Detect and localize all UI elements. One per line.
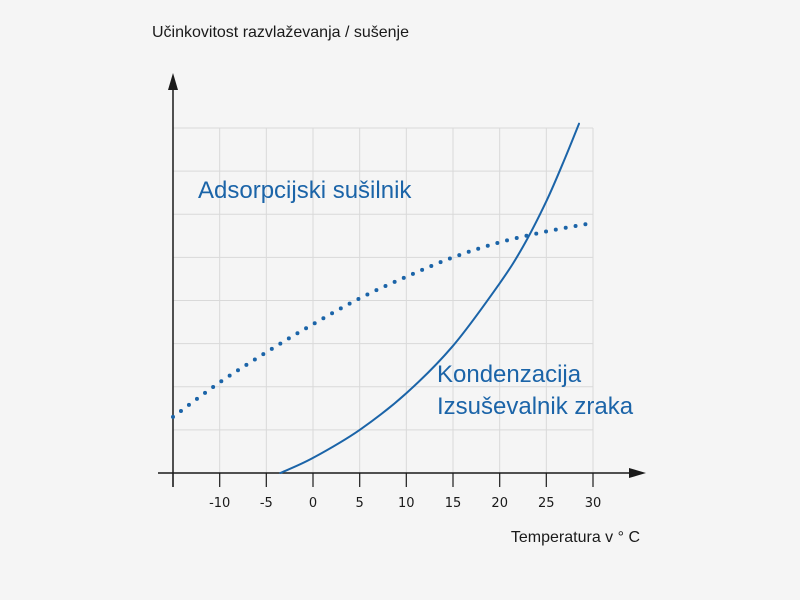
x-tick-label: -5: [260, 496, 273, 511]
y-axis-label: Učinkovitost razvlaževanja / sušenje: [152, 24, 409, 41]
series-label-adsorpcijski: Adsorpcijski sušilnik: [198, 177, 412, 204]
series: [171, 122, 595, 474]
y-axis-arrow: [168, 73, 178, 90]
series-label-kondenzacija: Kondenzacija: [437, 361, 582, 388]
x-axis-label: Temperatura v ° C: [511, 529, 640, 546]
x-tick-label: 25: [538, 496, 555, 511]
series-line-kondenzacija: [279, 122, 580, 474]
x-tick-label: 0: [309, 496, 317, 511]
x-tick-label: 15: [445, 496, 462, 511]
x-tick-label: 5: [356, 496, 364, 511]
x-tick-label: -10: [209, 496, 230, 511]
axes: [158, 73, 646, 487]
x-tick-label: 20: [491, 496, 508, 511]
x-tick-label: 30: [585, 496, 602, 511]
x-tick-label: 10: [398, 496, 415, 511]
series-label-izsusevalnik: Izsuševalnik zraka: [437, 393, 634, 420]
x-ticks: -10 -5 0 5 10 15 20 25 30: [172, 473, 602, 511]
x-axis-arrow: [629, 468, 646, 478]
